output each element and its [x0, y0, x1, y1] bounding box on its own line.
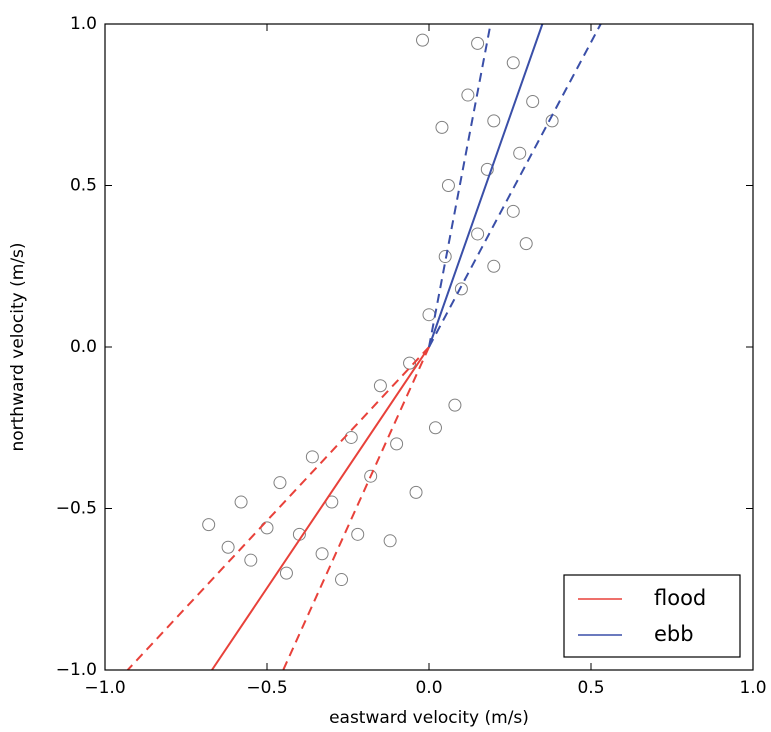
bound-line	[126, 346, 430, 671]
scatter-point	[487, 259, 501, 273]
scatter-point	[364, 469, 378, 483]
scatter-point	[351, 527, 365, 541]
legend-label: ebb	[654, 622, 694, 646]
scatter-point	[487, 114, 501, 128]
scatter-point	[373, 379, 387, 393]
legend-label: flood	[654, 586, 706, 610]
scatter-point	[454, 282, 468, 296]
scatter-point	[305, 450, 319, 464]
scatter-point	[526, 95, 540, 109]
scatter-point	[422, 308, 436, 322]
scatter-point	[390, 437, 404, 451]
scatter-point	[471, 227, 485, 241]
y-axis-label: northward velocity (m/s)	[8, 242, 28, 451]
scatter-point	[513, 146, 527, 160]
scatter-point	[461, 88, 475, 102]
scatter-point	[335, 573, 349, 587]
scatter-point	[428, 421, 442, 435]
bound-line	[428, 23, 602, 348]
scatter-point	[409, 485, 423, 499]
scatter-point	[403, 356, 417, 370]
y-tick-label: 0.5	[70, 176, 97, 196]
x-tick-label: 0.5	[577, 678, 604, 698]
y-tick-label: −1.0	[56, 660, 97, 680]
scatter-point	[260, 521, 274, 535]
fit-line	[428, 23, 544, 348]
scatter-point	[506, 56, 520, 70]
y-tick-label: 1.0	[70, 14, 97, 34]
scatter-point	[471, 36, 485, 50]
fit-line	[211, 346, 430, 671]
x-tick-label: −1.0	[84, 678, 125, 698]
legend-box	[563, 574, 741, 658]
scatter-point	[234, 495, 248, 509]
scatter-point	[315, 547, 329, 561]
scatter-point	[519, 237, 533, 251]
scatter-point	[344, 430, 358, 444]
scatter-point	[438, 250, 452, 264]
scatter-point	[202, 518, 216, 532]
x-tick-label: 0.0	[415, 678, 442, 698]
scatter-point	[383, 534, 397, 548]
scatter-point	[273, 476, 287, 490]
y-tick-label: −0.5	[56, 499, 97, 519]
x-axis-label: eastward velocity (m/s)	[329, 708, 529, 728]
scatter-point	[244, 553, 258, 567]
scatter-point	[416, 33, 430, 47]
bound-line	[428, 23, 492, 348]
scatter-point	[448, 398, 462, 412]
x-tick-label: −0.5	[246, 678, 287, 698]
x-tick-label: 1.0	[739, 678, 766, 698]
scatter-point	[279, 566, 293, 580]
scatter-point	[221, 540, 235, 554]
scatter-point	[441, 179, 455, 192]
scatter-point	[480, 162, 494, 176]
y-tick-label: 0.0	[70, 337, 97, 357]
bound-line	[282, 346, 430, 671]
scatter-point	[506, 204, 520, 218]
scatter-point	[435, 120, 449, 134]
